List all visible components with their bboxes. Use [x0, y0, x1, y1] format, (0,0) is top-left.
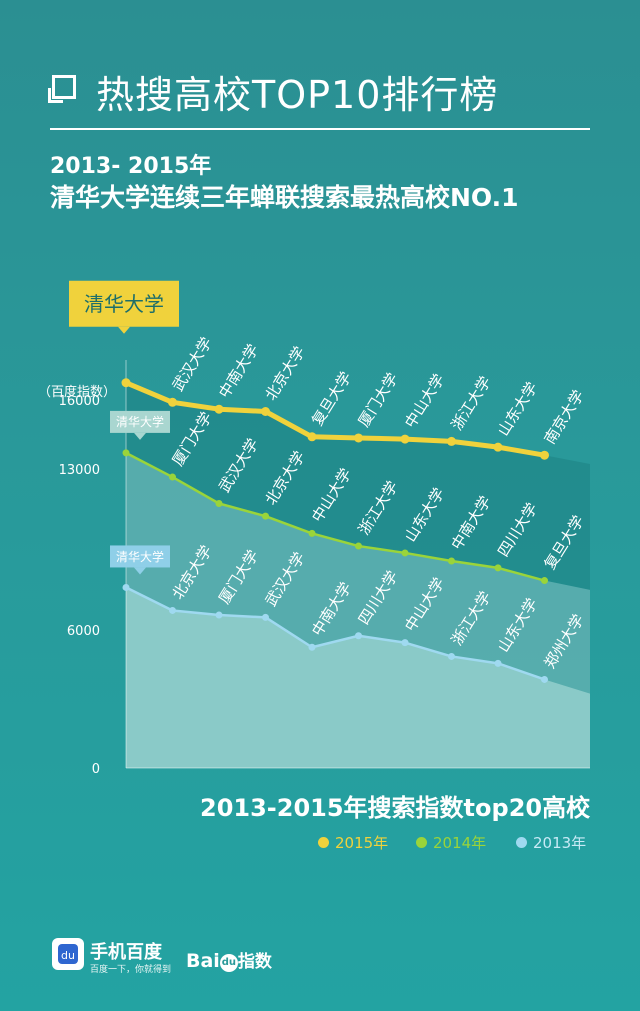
category-label: 南京大学 — [541, 387, 588, 447]
legend-label-2015: 2015年 — [335, 834, 389, 852]
point-2015年-7 — [447, 436, 456, 446]
line-2013年 — [125, 586, 545, 681]
category-label: 武汉大学 — [169, 334, 216, 394]
point-2013年-9 — [541, 675, 548, 683]
point-2014年-5 — [355, 542, 362, 550]
point-2013年-2 — [215, 611, 223, 619]
search-index-chart: 0 6000 13000 16000（百度指数） 武汉大学 中南大学 北京大学 复旦大学 厦门… — [38, 280, 590, 777]
point-2014年-6 — [401, 549, 409, 557]
y-axis-unit: （百度指数） — [38, 384, 116, 400]
point-2015年-1 — [168, 397, 177, 407]
series-areas — [126, 382, 590, 768]
highlight-tag-pointer — [134, 567, 146, 575]
legend-dot-2015 — [318, 837, 329, 848]
highlight-tag-label: 清华大学 — [84, 292, 164, 316]
legend-item-2015: 2015年 — [318, 832, 388, 853]
highlight-tag-box — [110, 545, 170, 568]
subtitle-main: 清华大学连续三年蝉联搜索最热高校NO.1 — [50, 183, 519, 212]
point-2014年-8 — [494, 564, 502, 572]
highlight-tag-label: 清华大学 — [116, 549, 164, 564]
mobile-baidu-logo: du — [52, 938, 84, 970]
legend-dot-2013 — [516, 837, 527, 848]
highlight-tag-pointer — [118, 326, 130, 334]
point-2014年-2 — [215, 500, 223, 507]
brand-suffix: 指数 — [237, 952, 272, 972]
y-tick-label: 0 — [92, 762, 100, 777]
line-2014年 — [125, 451, 545, 582]
point-2014年-9 — [541, 577, 548, 585]
point-2013年-4 — [308, 643, 316, 651]
y-axis: 0 6000 13000 16000（百度指数） — [38, 360, 590, 777]
legend-label-2014: 2014年 — [433, 834, 487, 852]
area-2013年 — [126, 587, 590, 768]
point-2014年-7 — [448, 557, 455, 565]
point-2013年-3 — [262, 613, 269, 621]
highlight-tag-pointer — [134, 432, 146, 440]
y-tick-label: 6000 — [67, 624, 100, 639]
point-2015年-8 — [493, 442, 503, 452]
page-title: 热搜高校TOP10排行榜 — [96, 73, 499, 117]
chart-title: 2013-2015年搜索指数top20高校 — [200, 794, 591, 822]
title-divider — [50, 128, 590, 130]
point-2014年-1 — [169, 473, 176, 481]
point-2014年-0 — [122, 449, 130, 457]
brand-prefix: Bai — [186, 950, 220, 972]
point-2015年-3 — [261, 407, 270, 416]
point-2014年-4 — [308, 529, 316, 537]
footer-slogan: 百度一下，你就得到 — [90, 965, 172, 975]
category-label: 浙江大学 — [448, 373, 495, 433]
highlight-tag-label: 清华大学 — [116, 414, 164, 429]
legend-item-2014: 2014年 — [416, 832, 486, 853]
category-label: 北京大学 — [262, 343, 309, 403]
category-label: 复旦大学 — [308, 368, 355, 428]
point-2013年-6 — [401, 639, 409, 647]
series-lines — [121, 378, 549, 683]
point-2014年-3 — [262, 512, 269, 520]
legend-item-2013: 2013年 — [516, 832, 586, 853]
legend-label-2013: 2013年 — [533, 834, 587, 852]
point-2015年-9 — [540, 450, 549, 460]
category-label: 中南大学 — [215, 341, 262, 401]
point-2013年-7 — [448, 652, 455, 660]
baidu-index-logo: Bai du 指数 — [186, 947, 272, 972]
point-2015年-2 — [214, 404, 224, 414]
point-2015年-6 — [400, 434, 410, 444]
point-2013年-0 — [122, 583, 130, 591]
category-label: 厦门大学 — [355, 370, 402, 430]
paw-icon: du — [58, 944, 78, 964]
footer-app-name: 手机百度 — [90, 942, 162, 963]
subtitle-year: 2013- 2015年 — [50, 154, 212, 179]
line-2015年 — [125, 380, 545, 458]
point-2013年-1 — [169, 606, 176, 614]
category-label: 中山大学 — [401, 371, 448, 431]
y-tick-label: 16000 — [59, 394, 100, 409]
point-2015年-5 — [354, 433, 363, 443]
brand-paw-icon: du — [219, 954, 238, 972]
highlight-tag-box — [69, 280, 179, 327]
point-2013年-8 — [494, 659, 502, 667]
legend-dot-2014 — [416, 837, 427, 848]
title-icon — [48, 75, 76, 103]
point-2013年-5 — [355, 632, 362, 640]
category-label: 山东大学 — [494, 379, 541, 439]
point-2015年-0 — [121, 378, 131, 388]
point-2015年-4 — [307, 432, 317, 442]
y-tick-label: 13000 — [59, 463, 100, 478]
highlight-tag-box — [110, 410, 170, 433]
